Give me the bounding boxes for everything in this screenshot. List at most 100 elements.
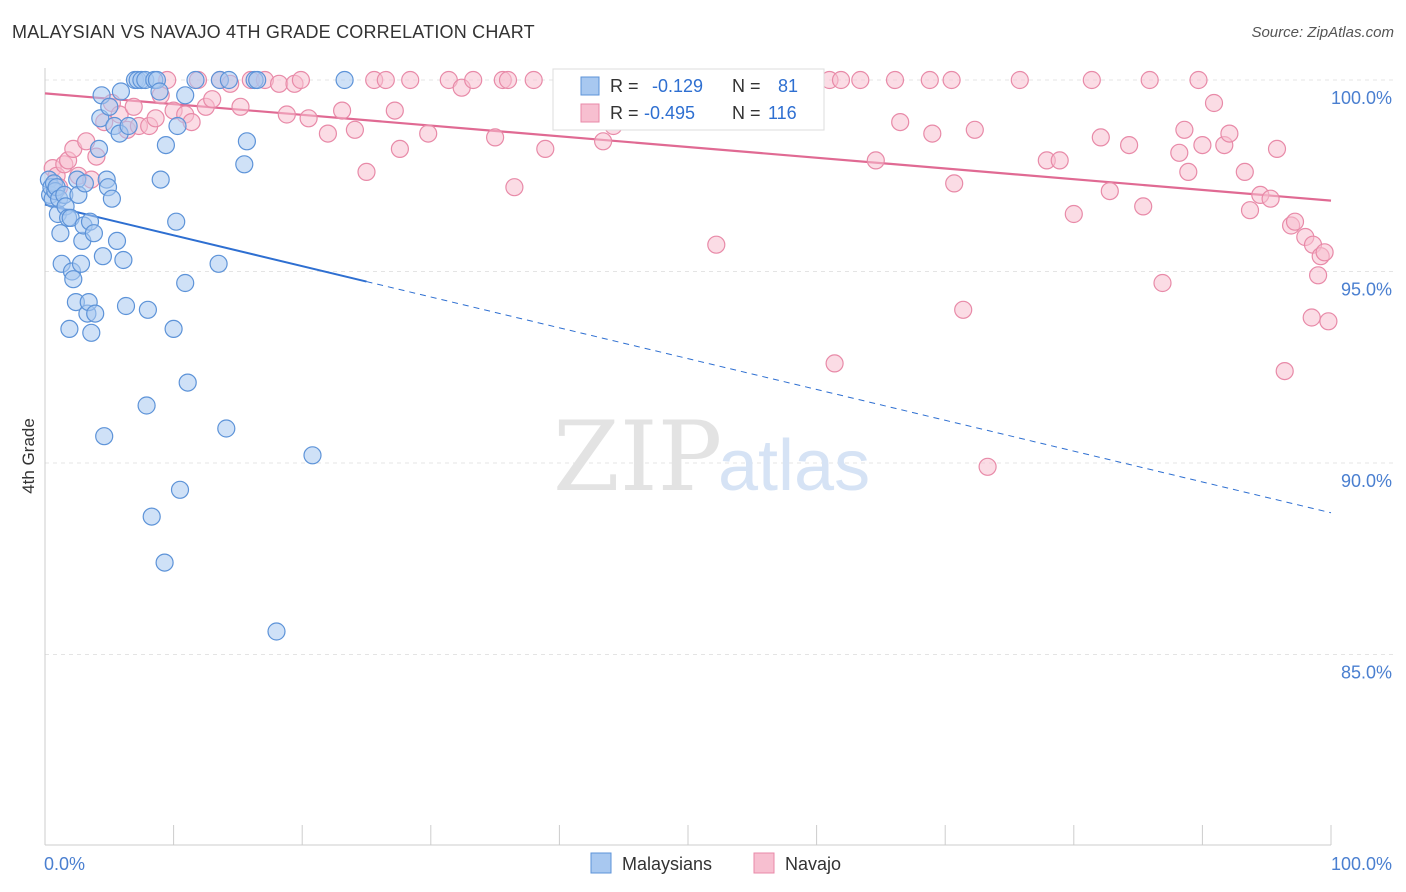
malaysians-point [82, 323, 101, 342]
navajo-point [1175, 120, 1194, 139]
malaysians-point [248, 70, 267, 90]
malaysians-point [335, 70, 354, 90]
malaysians-point [93, 247, 113, 266]
malaysians-point [168, 116, 187, 136]
navajo-point [965, 120, 984, 139]
navajo-point [1240, 201, 1260, 220]
chart-title: MALAYSIAN VS NAVAJO 4TH GRADE CORRELATIO… [12, 22, 535, 42]
navajo-point [942, 70, 961, 90]
navajo-n-value: 116 [768, 103, 797, 123]
navajo-stat-swatch [580, 103, 600, 123]
y-tick-labels: 100.0% 95.0% 90.0% 85.0% [1331, 88, 1392, 683]
navajo-point [498, 70, 518, 90]
navajo-point [954, 300, 973, 319]
malaysians-point [95, 427, 114, 446]
navajo-point [1204, 93, 1224, 113]
navajo-point [945, 174, 964, 193]
navajo-point [401, 70, 420, 90]
x-tick-label-min: 0.0% [44, 854, 85, 874]
navajo-point [1100, 182, 1119, 201]
malaysians-r-label: R = [610, 76, 639, 96]
navajo-point [1285, 212, 1305, 231]
y-axis-label: 4th Grade [19, 418, 38, 494]
navajo-point [505, 178, 524, 197]
malaysians-point [235, 155, 254, 174]
y-tick-label: 95.0% [1341, 280, 1392, 300]
navajo-r-label: R = [610, 103, 639, 123]
malaysians-point [114, 250, 133, 270]
navajo-point [885, 70, 905, 90]
watermark-atlas: atlas [718, 426, 870, 506]
navajo-point [1275, 362, 1294, 381]
malaysians-point [164, 319, 183, 338]
legend: Malaysians Navajo [590, 852, 841, 874]
legend-label-malaysians: Malaysians [622, 854, 712, 874]
navajo-point [1064, 204, 1083, 224]
malaysians-point [111, 82, 131, 101]
legend-swatch-navajo [753, 852, 775, 874]
malaysians-point [186, 70, 205, 90]
malaysians-point [303, 446, 322, 465]
navajo-point [124, 97, 143, 116]
y-tick-label: 85.0% [1341, 663, 1392, 683]
malaysians-n-value: 81 [778, 76, 798, 96]
malaysians-stat-swatch [580, 76, 600, 96]
navajo-point [1308, 266, 1328, 285]
navajo-point [891, 112, 910, 132]
x-tick-label-max: 100.0% [1331, 854, 1392, 874]
malaysians-trend-extension [366, 281, 1332, 514]
navajo-point [390, 139, 409, 158]
malaysians-point [176, 86, 195, 105]
malaysians-point [176, 273, 195, 293]
navajo-point [231, 97, 250, 116]
malaysians-point [155, 553, 174, 572]
navajo-point [825, 354, 844, 373]
malaysians-point [209, 254, 228, 273]
navajo-point [1134, 197, 1153, 216]
navajo-n-label: N = [732, 103, 761, 123]
malaysians-point [75, 174, 95, 193]
navajo-point [923, 124, 942, 143]
malaysians-point [219, 70, 238, 90]
stats-box: R = -0.129 N = 81 R = -0.495 N = 116 [552, 68, 825, 131]
navajo-point [419, 124, 438, 143]
navajo-point [1315, 243, 1334, 262]
navajo-point [593, 132, 613, 151]
navajo-point [486, 128, 505, 147]
navajo-r-value: -0.495 [644, 103, 695, 123]
navajo-point [1153, 273, 1172, 293]
navajo-point [345, 120, 364, 139]
data-points [39, 70, 1338, 641]
malaysians-r-value: -0.129 [652, 76, 703, 96]
malaysians-point [137, 396, 156, 415]
malaysians-point [60, 319, 79, 338]
malaysians-point [138, 300, 157, 319]
navajo-point [1319, 312, 1338, 331]
navajo-point [464, 70, 483, 90]
navajo-point [385, 101, 404, 120]
trend-lines [44, 92, 1332, 514]
navajo-point [1119, 136, 1139, 155]
navajo-point [1220, 124, 1239, 143]
legend-label-navajo: Navajo [785, 854, 841, 874]
malaysians-point [142, 507, 161, 526]
malaysians-point [170, 480, 190, 499]
navajo-point [536, 139, 555, 158]
malaysians-point [237, 132, 256, 151]
malaysians-n-label: N = [732, 76, 761, 96]
navajo-point [333, 101, 352, 120]
navajo-point [1091, 128, 1110, 147]
navajo-point [707, 235, 726, 254]
navajo-point [376, 70, 395, 90]
navajo-point [203, 90, 222, 109]
malaysians-point [151, 170, 170, 189]
malaysians-point [100, 97, 119, 116]
malaysians-point [51, 224, 70, 243]
malaysians-point [89, 139, 109, 158]
navajo-point [270, 74, 289, 93]
malaysians-point [86, 304, 105, 323]
navajo-point [1193, 136, 1212, 155]
navajo-point [1235, 162, 1254, 181]
navajo-point [524, 70, 543, 90]
